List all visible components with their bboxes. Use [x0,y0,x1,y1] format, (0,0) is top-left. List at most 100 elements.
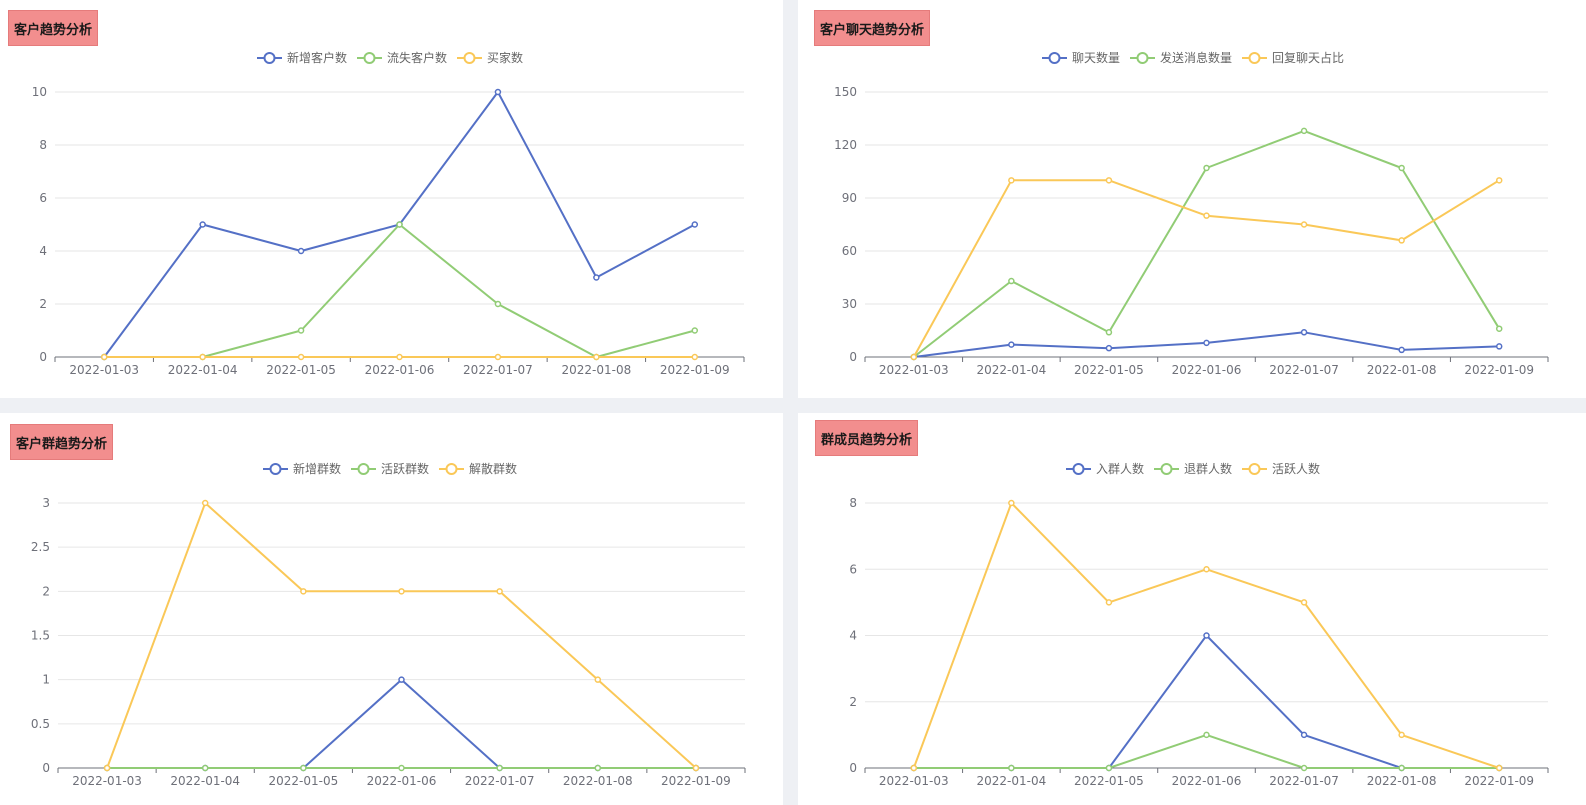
data-point[interactable] [1203,632,1210,639]
data-point[interactable] [1105,599,1113,606]
data-point[interactable] [1105,344,1113,352]
y-tick-label: 4 [849,629,857,643]
data-point[interactable] [910,764,918,772]
data-point[interactable] [1300,764,1308,772]
data-point[interactable] [1203,212,1210,219]
y-tick-label: 60 [842,244,857,258]
legend-label: 入群人数 [1096,461,1144,476]
legend-item[interactable]: 活跃人数 [1242,461,1320,476]
data-point[interactable] [496,764,503,772]
data-point[interactable] [1203,339,1210,347]
data-point[interactable] [1203,566,1210,573]
y-tick-label: 1 [42,673,50,687]
data-point[interactable] [297,327,305,334]
x-tick-label: 2022-01-09 [1464,363,1534,377]
customer-trend-chart: 0 2 4 6 8 10 2022-01-03 2022-01-04 2022-01-05 202… [32,50,745,377]
y-tick-label: 6 [39,191,47,205]
data-point[interactable] [199,353,206,361]
data-point[interactable] [300,764,307,772]
data-point[interactable] [300,588,307,595]
data-point[interactable] [1105,329,1113,336]
data-point[interactable] [201,764,209,772]
data-point[interactable] [691,221,699,228]
data-point[interactable] [496,588,503,595]
legend-item[interactable]: 入群人数 [1066,461,1144,476]
legend-item[interactable]: 聊天数量 [1042,50,1120,65]
data-point[interactable] [691,327,699,334]
data-point[interactable] [1008,177,1015,184]
customer-trend-panel: 客户趋势分析 0 2 4 6 8 10 2022-01-03 2022-01-04 2022-0… [0,0,783,398]
data-point[interactable] [1398,237,1405,244]
data-point[interactable] [1300,599,1308,606]
data-point[interactable] [1398,731,1405,739]
data-point[interactable] [1008,341,1015,348]
x-tick-label: 2022-01-04 [976,363,1046,377]
data-point[interactable] [1008,277,1015,285]
data-point[interactable] [1008,499,1015,507]
data-point[interactable] [691,353,699,361]
data-point[interactable] [1495,177,1503,184]
data-point[interactable] [593,353,600,361]
legend-label: 发送消息数量 [1160,50,1232,65]
legend-item[interactable]: 回复聊天占比 [1242,50,1344,65]
data-point[interactable] [398,764,405,772]
legend-item[interactable]: 流失客户数 [357,50,447,65]
legend-label: 聊天数量 [1072,50,1120,65]
data-point[interactable] [297,247,305,255]
data-point[interactable] [1105,177,1113,184]
x-tick-label: 2022-01-04 [976,774,1046,788]
legend-label: 解散群数 [469,461,517,476]
data-point[interactable] [297,353,305,361]
legend-item[interactable]: 发送消息数量 [1130,50,1232,65]
data-point[interactable] [593,274,600,281]
customer-chat-trend-chart: 0 30 60 90 120 150 2022-01-03 2022-01-04 2022-01… [834,50,1549,377]
data-point[interactable] [1203,731,1210,739]
y-tick-label: 8 [39,138,47,152]
data-point[interactable] [494,353,502,361]
data-point[interactable] [594,764,602,772]
x-tick-label: 2022-01-08 [561,363,631,377]
data-point[interactable] [594,676,602,683]
legend-item[interactable]: 买家数 [457,50,523,65]
legend-item[interactable]: 退群人数 [1154,461,1232,476]
data-point[interactable] [1300,221,1308,228]
data-point[interactable] [201,499,209,507]
data-point[interactable] [398,676,405,683]
data-point[interactable] [1300,329,1308,336]
legend-item[interactable]: 解散群数 [439,461,517,476]
customer-group-trend-chart: 0 0.5 1 1.5 2 2.5 3 2022-01-03 2022-01-04 2022-01… [31,461,746,788]
data-point[interactable] [1398,164,1405,172]
data-point[interactable] [1203,164,1210,172]
data-point[interactable] [103,764,111,772]
data-point[interactable] [692,764,700,772]
y-tick-label: 4 [39,244,47,258]
legend-item[interactable]: 新增群数 [263,461,341,476]
panel-title: 客户趋势分析 [8,10,99,46]
data-point[interactable] [1495,764,1503,772]
data-point[interactable] [494,300,502,308]
group-member-trend-panel: 群成员趋势分析 0 2 4 6 8 2022-01-03 2022-01-04 2022-01… [798,413,1586,805]
data-point[interactable] [1398,346,1405,354]
data-point[interactable] [910,353,918,361]
data-point[interactable] [398,588,405,595]
data-point[interactable] [1008,764,1015,772]
data-point[interactable] [1495,343,1503,350]
data-point[interactable] [1105,764,1113,772]
y-tick-label: 150 [834,85,857,99]
legend-item[interactable]: 活跃群数 [351,461,429,476]
series-line [913,733,1500,769]
data-point[interactable] [199,221,206,228]
data-point[interactable] [396,353,403,361]
data-point[interactable] [1398,764,1405,772]
data-point[interactable] [1300,127,1308,135]
y-tick-label: 2 [39,297,47,311]
data-point[interactable] [100,353,108,361]
data-point[interactable] [1300,731,1308,739]
x-tick-label: 2022-01-03 [879,363,949,377]
data-point[interactable] [396,221,403,228]
y-tick-label: 6 [849,562,857,576]
data-point[interactable] [494,88,502,96]
legend-item[interactable]: 新增客户数 [257,50,347,65]
y-tick-label: 0 [849,761,857,775]
data-point[interactable] [1495,325,1503,332]
